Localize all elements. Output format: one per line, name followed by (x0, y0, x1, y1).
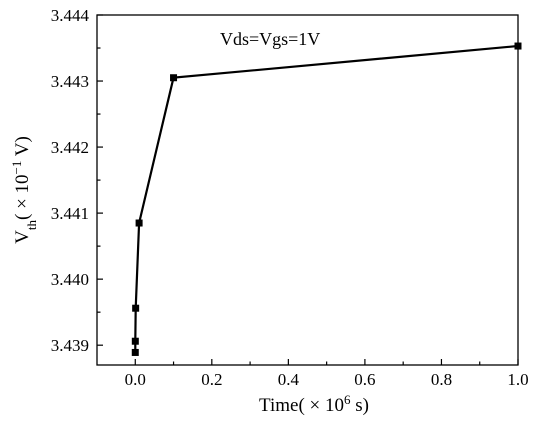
data-point-marker (514, 42, 522, 50)
series-markers (131, 42, 522, 356)
annotation: Vds=Vgs=1V (220, 29, 320, 49)
plot-frame (96, 14, 519, 366)
y-tick-label: 3.441 (51, 204, 89, 223)
y-axis-title: Vth( × 10−1 V) (9, 136, 39, 244)
x-tick-label: 0.0 (125, 370, 146, 389)
data-point-marker (135, 219, 143, 227)
y-tick-label: 3.444 (51, 6, 90, 25)
x-tick-label: 0.4 (278, 370, 300, 389)
ticks (97, 14, 519, 365)
x-axis-title: Time( × 106 s) (259, 392, 369, 417)
data-point-marker (131, 337, 139, 345)
data-point-marker (131, 348, 139, 356)
y-tick-label: 3.442 (51, 138, 89, 157)
data-point-marker (170, 74, 178, 82)
y-tick-label: 3.440 (51, 270, 89, 289)
x-tick-label: 0.2 (201, 370, 222, 389)
y-tick-label: 3.439 (51, 336, 89, 355)
x-tick-label: 1.0 (507, 370, 528, 389)
x-tick-label: 0.8 (431, 370, 452, 389)
x-tick-label: 0.6 (354, 370, 375, 389)
data-point-marker (132, 304, 140, 312)
series-line (134, 44, 519, 353)
tick-labels: 0.0 0.2 0.4 0.6 0.8 1.0 3.439 3.440 3.441 3.442 3.… (51, 6, 529, 389)
y-tick-label: 3.443 (51, 72, 89, 91)
